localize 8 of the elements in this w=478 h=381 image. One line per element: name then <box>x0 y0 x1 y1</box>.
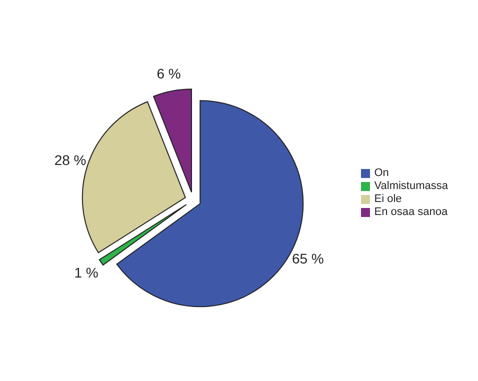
data-label: 65 % <box>292 250 324 267</box>
legend-label: Valmistumassa <box>374 180 448 192</box>
legend-label: Ei ole <box>374 193 402 205</box>
data-label: 1 % <box>74 264 98 281</box>
data-label: 6 % <box>156 65 181 82</box>
data-label: 28 % <box>54 152 86 168</box>
legend-label: En osaa sanoa <box>374 206 448 218</box>
legend-label: On <box>374 167 389 179</box>
